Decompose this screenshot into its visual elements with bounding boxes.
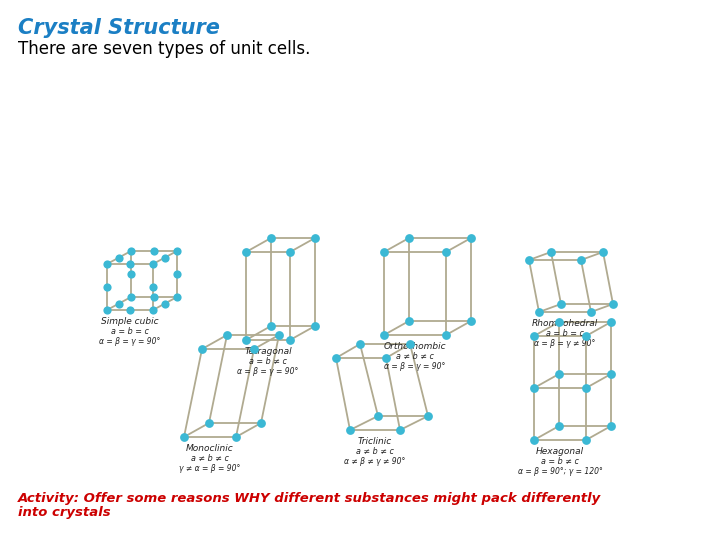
Text: a = b ≠ c: a = b ≠ c [541, 457, 579, 466]
Text: γ ≠ α = β = 90°: γ ≠ α = β = 90° [179, 464, 240, 473]
Point [274, 330, 285, 339]
Point [310, 322, 321, 330]
Point [553, 370, 564, 379]
Text: a ≠ b ≠ c: a ≠ b ≠ c [356, 447, 394, 456]
Text: Activity: Offer some reasons WHY different substances might pack differently: Activity: Offer some reasons WHY differe… [18, 492, 601, 505]
Text: Simple cubic: Simple cubic [102, 317, 159, 326]
Point [171, 269, 183, 278]
Point [523, 255, 535, 264]
Point [465, 234, 477, 242]
Point [102, 306, 113, 314]
Text: α = β = 90°; γ = 120°: α = β = 90°; γ = 120° [518, 467, 603, 476]
Point [203, 418, 215, 427]
Point [378, 330, 390, 339]
Point [606, 318, 617, 326]
Text: a ≠ b ≠ c: a ≠ b ≠ c [396, 352, 434, 361]
Point [403, 234, 415, 242]
Point [147, 260, 158, 268]
Text: α = β = γ ≠ 90°: α = β = γ ≠ 90° [534, 339, 595, 348]
Point [171, 247, 183, 255]
Text: Monoclinic: Monoclinic [186, 444, 234, 453]
Point [330, 354, 342, 362]
Text: a = b ≠ c: a = b ≠ c [249, 357, 287, 366]
Point [580, 332, 592, 340]
Text: Triclinic: Triclinic [358, 437, 392, 446]
Point [255, 418, 266, 427]
Point [230, 433, 242, 441]
Point [125, 247, 137, 255]
Point [465, 316, 477, 325]
Text: α = β = γ = 90°: α = β = γ = 90° [238, 367, 299, 376]
Point [606, 370, 617, 379]
Point [310, 234, 321, 242]
Point [607, 300, 618, 308]
Point [404, 340, 415, 348]
Point [380, 354, 392, 362]
Text: Crystal Structure: Crystal Structure [18, 18, 220, 38]
Point [395, 426, 406, 434]
Point [580, 384, 592, 393]
Point [545, 248, 557, 256]
Point [148, 293, 160, 301]
Text: Rhombohedral: Rhombohedral [532, 319, 598, 328]
Text: into crystals: into crystals [18, 506, 111, 519]
Point [125, 306, 136, 314]
Point [534, 308, 545, 316]
Point [148, 247, 160, 255]
Point [528, 332, 540, 340]
Point [159, 253, 171, 262]
Point [197, 345, 208, 353]
Point [240, 248, 252, 256]
Point [553, 422, 564, 430]
Point [378, 248, 390, 256]
Point [440, 248, 451, 256]
Point [147, 306, 158, 314]
Text: a ≠ b ≠ c: a ≠ b ≠ c [191, 454, 229, 463]
Point [555, 300, 567, 308]
Point [159, 299, 171, 308]
Point [240, 336, 252, 345]
Text: α = β = γ = 90°: α = β = γ = 90° [384, 362, 446, 371]
Point [598, 248, 609, 256]
Point [171, 293, 183, 301]
Point [580, 436, 592, 444]
Point [528, 384, 540, 393]
Point [125, 293, 137, 301]
Point [265, 234, 276, 242]
Point [125, 260, 136, 268]
Point [528, 436, 540, 444]
Text: a = b = c: a = b = c [111, 327, 149, 336]
Point [403, 316, 415, 325]
Point [265, 322, 276, 330]
Text: α ≠ β ≠ γ ≠ 90°: α ≠ β ≠ γ ≠ 90° [344, 457, 405, 466]
Point [354, 340, 366, 348]
Point [113, 299, 125, 308]
Point [179, 433, 190, 441]
Point [440, 330, 451, 339]
Point [553, 318, 564, 326]
Point [422, 411, 433, 420]
Point [575, 255, 587, 264]
Text: Orthorhombic: Orthorhombic [384, 342, 446, 351]
Text: Hexagonal: Hexagonal [536, 447, 584, 456]
Text: Tetragonal: Tetragonal [244, 347, 292, 356]
Point [585, 308, 597, 316]
Point [606, 422, 617, 430]
Point [147, 282, 158, 291]
Point [284, 248, 296, 256]
Text: There are seven types of unit cells.: There are seven types of unit cells. [18, 40, 310, 58]
Point [248, 345, 260, 353]
Point [102, 282, 113, 291]
Point [113, 253, 125, 262]
Point [221, 330, 233, 339]
Text: α = β = γ = 90°: α = β = γ = 90° [99, 337, 161, 346]
Text: a = b = c: a = b = c [546, 329, 584, 338]
Point [125, 269, 137, 278]
Point [284, 336, 296, 345]
Point [372, 411, 384, 420]
Point [102, 260, 113, 268]
Point [344, 426, 356, 434]
